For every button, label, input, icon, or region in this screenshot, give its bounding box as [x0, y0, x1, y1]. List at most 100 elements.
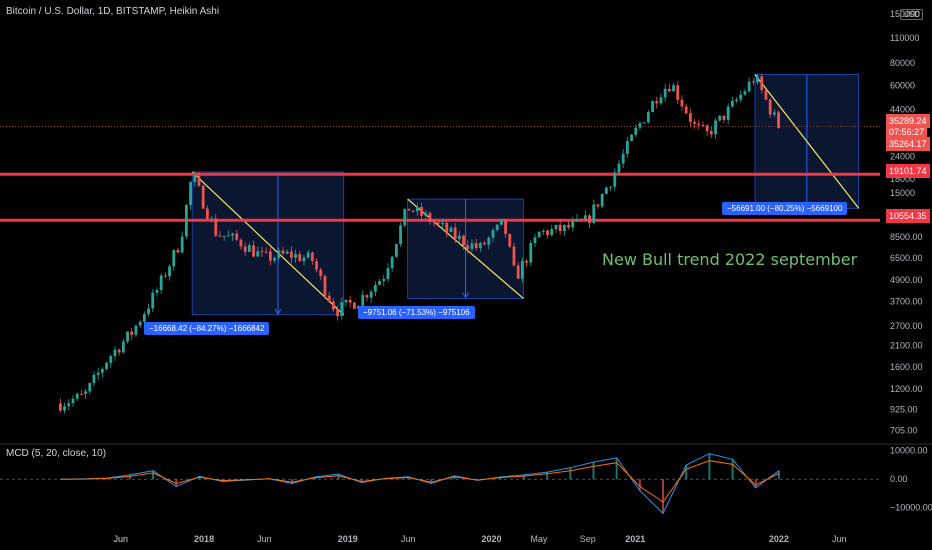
- candle-body: [193, 175, 197, 182]
- candle-body: [772, 112, 776, 115]
- candle-body: [159, 275, 163, 290]
- chart-title: Bitcoin / U.S. Dollar, 1D, BITSTAMP, Hei…: [6, 6, 220, 17]
- y-tick-label: 4900.00: [890, 275, 923, 285]
- candle-body: [667, 88, 671, 92]
- candle-body: [693, 121, 696, 124]
- macd-histogram-bar: [175, 479, 178, 487]
- candle-body: [218, 235, 222, 237]
- candle-body: [445, 222, 449, 232]
- macd-histogram-bar: [708, 453, 711, 480]
- candle-body: [327, 295, 331, 302]
- x-tick-label: Jun: [257, 534, 272, 544]
- candle-body: [550, 229, 554, 236]
- macd-histogram-bar: [291, 479, 294, 484]
- candle-body: [424, 213, 428, 216]
- candle-body: [79, 393, 83, 395]
- candle-body: [466, 245, 470, 249]
- candle-body: [441, 222, 444, 224]
- macd-histogram-bar: [152, 470, 155, 480]
- y-tick-label: 18000: [890, 174, 915, 184]
- candle-body: [756, 76, 759, 83]
- candle-body: [310, 252, 314, 262]
- measure-label-2[interactable]: −9751.06 (−71.53%) −975106: [358, 306, 475, 319]
- candle-body: [147, 308, 150, 315]
- candle-body: [533, 237, 537, 244]
- candle-body: [151, 292, 155, 309]
- candle-body: [390, 256, 394, 269]
- annotation-text[interactable]: New Bull trend 2022 september: [602, 250, 858, 269]
- macd-histogram-bar: [777, 470, 780, 480]
- candle-body: [571, 220, 575, 228]
- candle-body: [352, 302, 356, 309]
- candle-body: [373, 284, 377, 292]
- candle-body: [495, 224, 499, 230]
- candle-body: [705, 125, 709, 132]
- candle-body: [600, 193, 604, 207]
- indicator-title[interactable]: MCD (5, 20, close, 10): [6, 448, 107, 459]
- y-tick-label: 2100.00: [890, 341, 923, 351]
- candle-body: [365, 295, 369, 298]
- candle-body: [302, 257, 306, 262]
- macd-histogram-bar: [198, 476, 201, 480]
- macd-line: [60, 453, 780, 515]
- candle-body: [655, 101, 659, 104]
- x-tick-label: May: [530, 534, 548, 544]
- candle-body: [487, 237, 491, 245]
- candle-body: [226, 235, 230, 237]
- candle-body: [428, 213, 432, 222]
- candle-body: [369, 291, 373, 298]
- candle-body: [735, 99, 738, 101]
- candle-body: [743, 91, 747, 95]
- candle-body: [344, 299, 348, 303]
- candle-body: [642, 122, 646, 124]
- candle-body: [592, 204, 596, 223]
- candle-body: [688, 113, 692, 122]
- candle-body: [562, 224, 566, 232]
- candle-body: [625, 140, 629, 154]
- candle-body: [684, 106, 688, 114]
- candle-body: [281, 250, 285, 254]
- y-tick-label: 60000: [890, 80, 915, 90]
- candle-body: [315, 261, 318, 270]
- candle-body: [575, 218, 579, 221]
- candle-body: [680, 99, 684, 107]
- candle-body: [659, 97, 663, 104]
- x-tick-label: 2021: [625, 534, 645, 544]
- y-tick-label: 110000: [890, 33, 919, 43]
- currency-label[interactable]: USD: [900, 9, 923, 20]
- candle-body: [378, 280, 381, 285]
- candle-body: [75, 393, 79, 399]
- macd-histogram-bar: [685, 464, 688, 480]
- candle-body: [298, 254, 302, 262]
- y-tick-label: 6500.00: [890, 253, 923, 263]
- trend-line: [754, 74, 860, 209]
- candle-body: [558, 224, 562, 232]
- candle-body: [722, 115, 726, 120]
- candle-body: [714, 120, 717, 135]
- candle-body: [529, 243, 533, 263]
- macd-histogram-bar: [337, 474, 340, 480]
- macd-histogram-bar: [615, 457, 618, 480]
- candle-body: [163, 275, 167, 277]
- candle-body: [701, 124, 705, 126]
- candle-body: [621, 153, 625, 164]
- candle-body: [403, 208, 407, 226]
- y-tick-label: 1600.00: [890, 362, 923, 372]
- candle-body: [411, 210, 415, 212]
- macd-histogram-bar: [662, 479, 665, 514]
- candle-body: [306, 252, 310, 258]
- candle-body: [117, 349, 121, 353]
- measure-label-1[interactable]: −16668.42 (−84.27%) −1666842: [144, 322, 270, 335]
- candle-body: [361, 295, 365, 306]
- price-tag-secondary: 35264.17: [886, 137, 930, 151]
- candle-body: [331, 301, 335, 310]
- y-tick-label: 705.00: [890, 425, 918, 435]
- measure-label-3[interactable]: −56691.00 (−80.25%) −5669100: [722, 202, 848, 215]
- candle-body: [142, 314, 146, 322]
- candle-body: [709, 131, 713, 135]
- candle-body: [205, 208, 209, 219]
- macd-histogram-bar: [522, 474, 525, 480]
- candle-body: [491, 229, 495, 238]
